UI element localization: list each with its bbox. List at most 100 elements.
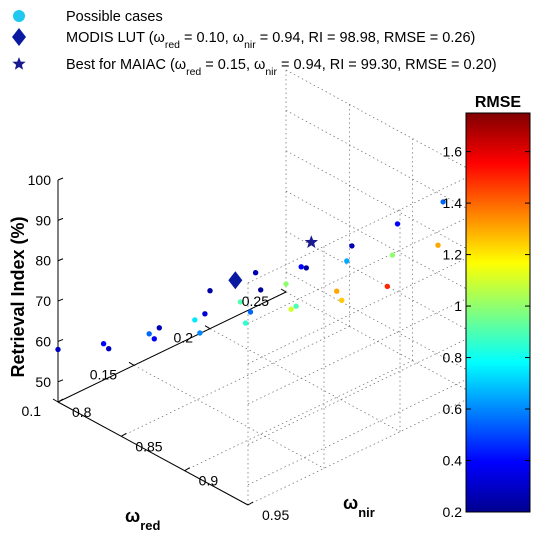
data-point [237, 299, 244, 305]
colorbar: RMSE 0.2 0.4 0.6 0.8 1 1.2 1.4 1.6 [443, 94, 531, 520]
x-tick-mark [128, 361, 135, 366]
z-tick-mark [57, 379, 64, 383]
data-point [394, 221, 401, 227]
grid-line [285, 150, 477, 255]
grid-line [285, 291, 477, 396]
data-point [100, 341, 107, 347]
y-tick-label: 0.9 [199, 473, 219, 489]
grid-line [247, 253, 477, 365]
grid-line [247, 293, 477, 405]
data-point [156, 325, 162, 331]
data-point [384, 283, 390, 290]
z-tick-label: 60 [35, 333, 51, 349]
colorbar-title: RMSE [475, 94, 522, 111]
legend-diamond-icon [12, 28, 26, 46]
x-tick-mark [280, 288, 287, 293]
data-point [298, 264, 304, 270]
colorbar-tick-label: 0.8 [443, 350, 463, 366]
grid-line [247, 374, 477, 486]
axes-box [52, 177, 287, 506]
x-axis-line [57, 291, 287, 403]
legend-star-icon [12, 57, 26, 70]
y-axis-label: ωnir [343, 493, 375, 520]
grid-line [285, 69, 477, 174]
data-point [146, 331, 152, 337]
x-tick-label: 0.25 [242, 293, 269, 309]
grid-line [121, 326, 350, 437]
data-point [293, 303, 299, 309]
y-tick-label: 0.85 [135, 438, 162, 454]
y-tick-mark [247, 501, 254, 506]
y-tick-label: 0.8 [72, 404, 92, 420]
data-points [55, 177, 492, 353]
data-point [151, 336, 157, 342]
y-tick-mark [57, 398, 64, 403]
data-point [242, 320, 249, 326]
data-point [247, 309, 254, 315]
grid-line [247, 394, 477, 506]
best-maiac-marker [304, 235, 318, 248]
plot-3d: 0.10.150.20.250.80.850.90.95506070809010… [8, 69, 492, 533]
colorbar-ticks: 0.2 0.4 0.6 0.8 1 1.2 1.4 1.6 [443, 144, 530, 520]
data-point [192, 317, 198, 323]
z-tick-label: 50 [35, 374, 51, 390]
data-point [339, 297, 345, 303]
legend-circle-icon [13, 10, 25, 22]
data-point [283, 281, 289, 287]
x-tick-mark [52, 398, 59, 403]
y-tick-mark [121, 432, 127, 437]
colorbar-tick-label: 0.2 [443, 504, 463, 520]
data-point [389, 252, 396, 258]
grid-line [285, 190, 477, 295]
grid-line [247, 172, 477, 284]
legend-entry-label: Best for MAIAC (ωred = 0.15, ωnir = 0.94… [66, 57, 497, 78]
z-tick-mark [57, 258, 64, 262]
x-tick-label: 0.1 [22, 403, 42, 419]
x-tick-mark [204, 325, 211, 330]
data-point [252, 270, 259, 276]
colorbar-tick-label: 1.6 [443, 144, 463, 160]
colorbar-tick-label: 0.4 [443, 453, 463, 469]
data-point [288, 306, 294, 312]
grid-line [133, 365, 325, 469]
grid-line [285, 110, 477, 214]
grid-line [285, 231, 477, 335]
colorbar-tick-label: 0.6 [443, 401, 463, 417]
z-tick-label: 90 [35, 212, 51, 228]
data-point [435, 242, 441, 248]
grid-line [184, 360, 413, 471]
data-point [207, 288, 213, 294]
tick-labels: 0.1 0.15 0.2 0.25 0.8 0.85 0.9 0.95 50 60 70 80 90 10… [22, 172, 290, 523]
data-point [334, 288, 340, 294]
data-point [106, 346, 112, 352]
data-point [303, 265, 309, 271]
colorbar-gradient [465, 112, 531, 513]
z-tick-label: 80 [35, 253, 51, 269]
legend-entry-label: MODIS LUT (ωred = 0.10, ωnir = 0.94, RI … [66, 30, 475, 51]
data-point [440, 199, 446, 205]
z-tick-mark [57, 177, 64, 181]
y-tick-label: 0.95 [262, 507, 289, 523]
colorbar-tick-label: 1.2 [443, 247, 463, 263]
grid-line [247, 334, 477, 445]
z-tick-mark [57, 298, 64, 302]
data-point [349, 243, 355, 249]
x-tick-label: 0.15 [90, 366, 117, 382]
colorbar-tick-label: 1.4 [443, 195, 463, 211]
data-point [258, 287, 264, 293]
y-axis-line [57, 401, 249, 506]
x-axis-label: ωred [125, 506, 160, 533]
data-point [197, 330, 203, 336]
data-point [55, 346, 61, 353]
y-tick-mark [184, 467, 190, 472]
grid-lines [57, 69, 477, 506]
legend: Possible cases MODIS LUT (ωred = 0.10, ωn… [12, 9, 497, 78]
z-tick-mark [57, 338, 64, 342]
modis-lut-marker [228, 271, 243, 290]
x-tick-label: 0.2 [174, 330, 194, 346]
data-point [202, 311, 208, 317]
data-point [344, 258, 350, 264]
grid-line [209, 328, 401, 432]
colorbar-tick-label: 1 [454, 298, 462, 314]
legend-entry-label: Possible cases [66, 9, 163, 25]
